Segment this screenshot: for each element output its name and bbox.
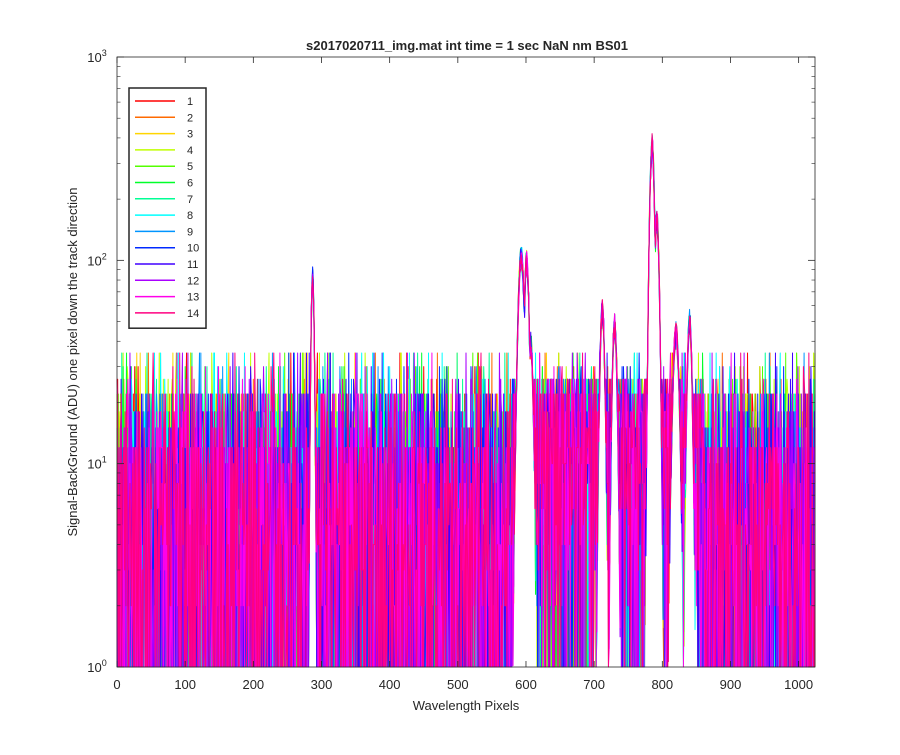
x-tick-label: 400 xyxy=(379,677,401,692)
x-tick-label: 800 xyxy=(651,677,673,692)
legend-label-6: 6 xyxy=(187,178,193,190)
legend-box xyxy=(128,87,207,329)
legend-label-14: 14 xyxy=(187,308,199,320)
legend-label-8: 8 xyxy=(187,210,193,222)
x-tick-label: 1000 xyxy=(784,677,813,692)
legend-label-1: 1 xyxy=(187,96,193,108)
x-tick-label: 700 xyxy=(583,677,605,692)
x-axis-label: Wavelength Pixels xyxy=(413,698,520,713)
y-axis-label: Signal-BackGround (ADU) one pixel down t… xyxy=(65,187,80,536)
legend-label-10: 10 xyxy=(187,243,199,255)
legend-label-4: 4 xyxy=(187,145,193,157)
y-tick-label: 101 xyxy=(87,455,106,472)
y-tick-label: 100 xyxy=(87,658,106,675)
x-axis: 0 100 200 300 400 500 600 700 800 900 1000 xyxy=(113,57,813,692)
legend-label-13: 13 xyxy=(187,292,199,304)
x-tick-label: 100 xyxy=(174,677,196,692)
chart-title: s2017020711_img.mat int time = 1 sec NaN… xyxy=(306,38,628,53)
x-tick-label: 0 xyxy=(113,677,120,692)
y-tick-label: 102 xyxy=(87,251,106,268)
legend-label-9: 9 xyxy=(187,226,193,238)
y-tick-label: 103 xyxy=(87,48,106,65)
legend-label-5: 5 xyxy=(187,161,193,173)
plot-axes-box xyxy=(116,56,816,668)
x-tick-label: 300 xyxy=(311,677,333,692)
legend-label-12: 12 xyxy=(187,275,199,287)
legend-label-7: 7 xyxy=(187,194,193,206)
legend-label-11: 11 xyxy=(187,259,198,271)
x-tick-label: 200 xyxy=(242,677,264,692)
legend-label-2: 2 xyxy=(187,112,193,124)
x-tick-label: 900 xyxy=(720,677,742,692)
legend-label-3: 3 xyxy=(187,129,193,141)
x-tick-label: 600 xyxy=(515,677,537,692)
x-tick-label: 500 xyxy=(447,677,469,692)
